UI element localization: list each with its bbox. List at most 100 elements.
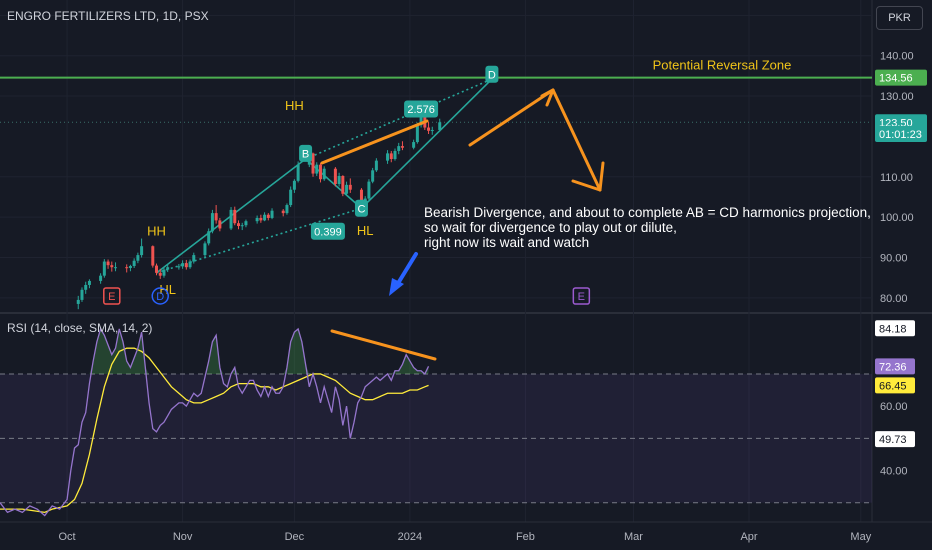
candle-body (333, 168, 337, 185)
candle-body (99, 275, 103, 281)
time-tick-label: 2024 (398, 531, 422, 543)
price-tick-label: 110.00 (880, 172, 913, 184)
candle-body (128, 265, 132, 269)
candle-body (140, 246, 144, 256)
swing-label: HL (357, 223, 374, 238)
candle-body (397, 146, 401, 151)
candle-body (322, 168, 326, 180)
currency-button[interactable]: PKR (876, 6, 923, 30)
candle-body (415, 125, 419, 143)
rsi-label-text: 49.73 (879, 434, 907, 446)
pattern-point-box (485, 65, 499, 83)
candle-body (311, 153, 315, 174)
candle-body (348, 184, 352, 190)
time-tick-label: Feb (516, 531, 535, 543)
time-tick-label: Nov (173, 531, 193, 543)
rsi-line (0, 327, 430, 517)
symbol-title[interactable]: ENGRO FERTILIZERS LTD, 1D, PSX (7, 9, 209, 23)
candle-body (266, 214, 270, 218)
time-tick-label: Mar (624, 531, 643, 543)
candle-body (281, 210, 285, 214)
event-marker-label: E (578, 291, 585, 303)
candle-body (337, 175, 341, 185)
candle-body (400, 146, 404, 148)
candle-body (386, 153, 390, 161)
candle-body (438, 122, 442, 130)
pattern-point-label: C (357, 203, 365, 215)
candle-body (132, 260, 136, 266)
candle-body (270, 210, 274, 218)
candle-body (125, 267, 129, 269)
price-tick-label: 100.00 (880, 212, 914, 224)
rsi-title[interactable]: RSI (14, close, SMA, 14, 2) (7, 321, 153, 335)
candle-body (240, 225, 244, 227)
candle-body (412, 142, 416, 148)
candle-body (114, 267, 118, 269)
candle-body (259, 217, 263, 221)
candle-body (374, 160, 378, 171)
rsi-label-box (875, 431, 915, 448)
candle-body (263, 214, 267, 221)
swing-label: HH (147, 224, 166, 239)
candle-body (162, 269, 166, 276)
candle-body (155, 265, 159, 273)
event-marker-label: D (156, 291, 164, 303)
price-label-text: 134.56 (879, 73, 913, 85)
candle-body (207, 231, 211, 244)
candle-body (430, 129, 434, 131)
candle-body (233, 209, 237, 224)
candle-body (136, 255, 140, 261)
candle-body (244, 221, 248, 226)
candle-body (315, 164, 319, 174)
analysis-annotation: Bearish Divergence, and about to complet… (424, 205, 871, 250)
arrow-head (571, 179, 602, 192)
arrow-head (598, 161, 605, 192)
price-label-text: 01:01:23 (879, 129, 922, 141)
pattern-leg-ab (305, 158, 362, 209)
ratio-box (404, 100, 439, 118)
pattern-point-label: D (488, 69, 496, 81)
rsi-sma-line (0, 347, 429, 514)
candle-body (210, 213, 214, 232)
time-tick-label: Oct (59, 531, 76, 543)
candle-body (166, 267, 170, 270)
candle-body (184, 263, 188, 268)
pattern-leg-bc (360, 78, 493, 209)
candle-body (371, 170, 375, 182)
blue-arrow-shaft (395, 252, 418, 287)
annotation-line: right now its wait and watch (424, 235, 590, 250)
pattern-dotted-bd (305, 78, 493, 160)
price-label-box (875, 69, 927, 86)
candle-body (427, 127, 431, 131)
earnings-marker (572, 287, 591, 305)
swing-label: HL (159, 282, 176, 297)
candle-body (367, 181, 371, 199)
candle-body (110, 265, 114, 268)
price-label-box (875, 126, 927, 143)
candle-body (181, 263, 185, 267)
earnings-marker (103, 287, 121, 305)
candle-body (203, 243, 207, 256)
swing-label: HH (285, 98, 304, 113)
time-tick-label: May (850, 531, 871, 543)
candle-body (87, 280, 91, 285)
candle-body (76, 299, 80, 304)
projection-arrow-down (551, 88, 602, 192)
rsi-label-text: 72.36 (879, 361, 907, 373)
trend-line-highs (320, 119, 429, 165)
candle-body (151, 246, 155, 266)
price-tick-label: 80.00 (880, 293, 908, 305)
candle-body (158, 272, 162, 276)
rsi-label-box (875, 377, 915, 394)
rsi-label-text: 66.45 (879, 380, 907, 392)
ratio-label: 2.576 (407, 104, 435, 116)
rsi-tick-label: 60.00 (880, 401, 908, 413)
candle-body (389, 153, 393, 160)
rsi-tick-label: 40.00 (880, 466, 908, 478)
candle-body (393, 150, 397, 160)
rsi-label-box (875, 320, 915, 337)
candle-body (236, 223, 240, 227)
price-tick-label: 130.00 (880, 91, 914, 103)
